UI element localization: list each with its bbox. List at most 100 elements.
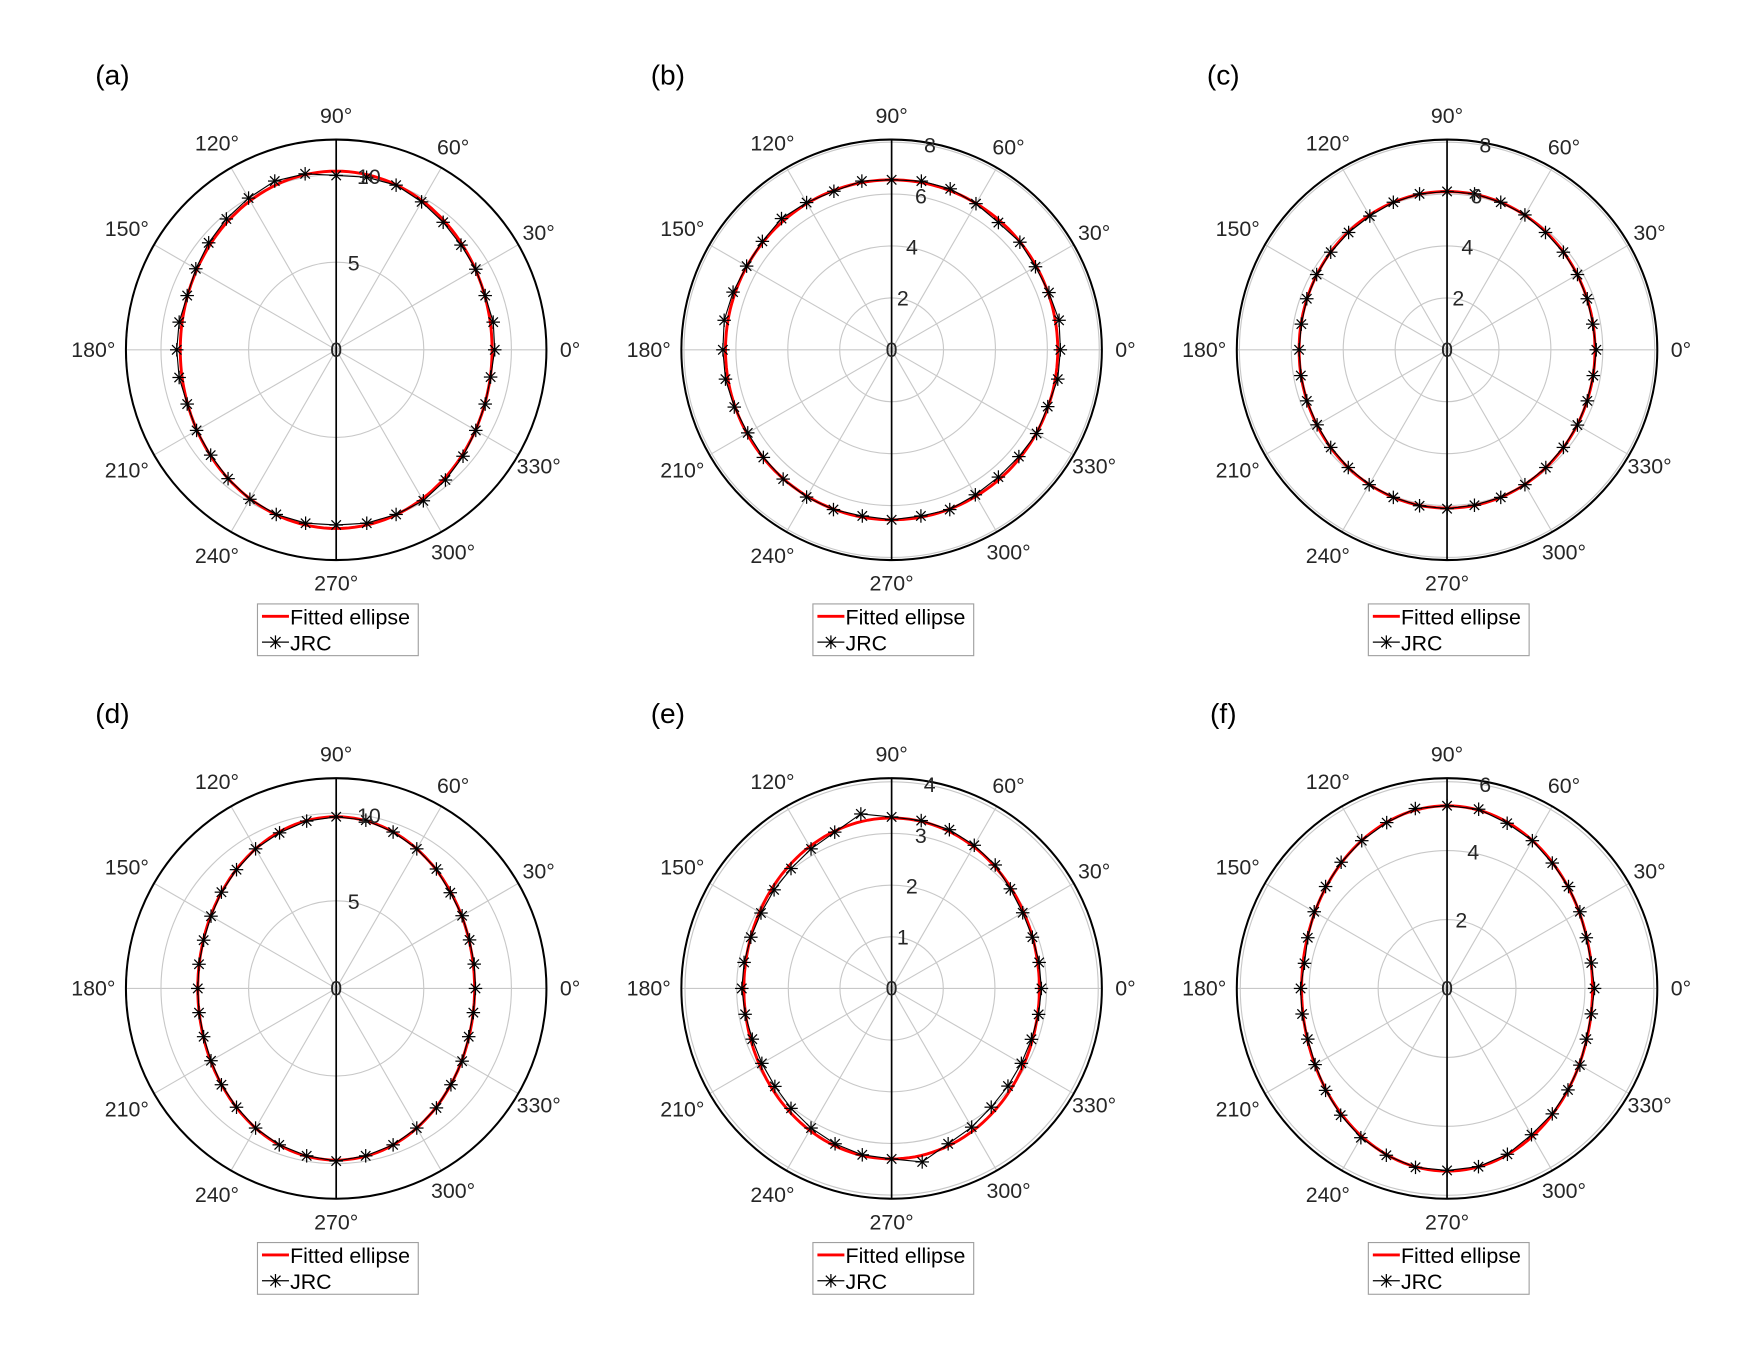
angle-tick-label: 0° bbox=[560, 976, 580, 1000]
jrc-point-marker bbox=[1494, 490, 1508, 505]
grid-spoke bbox=[891, 244, 1074, 351]
jrc-point-marker bbox=[429, 862, 444, 876]
jrc-point-marker bbox=[214, 885, 229, 899]
jrc-point-marker bbox=[1573, 905, 1587, 919]
angle-tick-label: 300° bbox=[1542, 1179, 1586, 1203]
angle-tick-label: 330° bbox=[517, 1093, 561, 1117]
angle-tick-label: 270° bbox=[1425, 1210, 1469, 1234]
jrc-point-marker bbox=[272, 826, 287, 840]
angle-tick-label: 120° bbox=[1306, 131, 1350, 155]
jrc-point-marker bbox=[1024, 1032, 1039, 1047]
jrc-point-marker bbox=[444, 1077, 458, 1092]
legend-fitted-label: Fitted ellipse bbox=[290, 605, 410, 629]
jrc-point-marker bbox=[203, 448, 218, 462]
jrc-point-marker bbox=[455, 908, 469, 923]
grid-spoke bbox=[1264, 882, 1448, 989]
jrc-point-marker bbox=[767, 883, 781, 897]
jrc-point-marker bbox=[1294, 368, 1308, 383]
jrc-point-marker bbox=[269, 507, 284, 522]
jrc-point-marker bbox=[268, 174, 282, 188]
jrc-point-marker bbox=[1379, 815, 1394, 830]
angle-tick-label: 60° bbox=[1548, 774, 1580, 798]
r-tick-label: 8 bbox=[924, 133, 936, 157]
grid-spoke bbox=[1446, 349, 1630, 456]
jrc-point-marker bbox=[201, 236, 216, 250]
jrc-point-marker bbox=[180, 397, 194, 411]
grid-spoke bbox=[891, 349, 1074, 456]
jrc-point-marker bbox=[466, 1005, 481, 1020]
jrc-point-marker bbox=[1471, 1159, 1486, 1174]
r-tick-label: 6 bbox=[1470, 184, 1482, 208]
angle-tick-label: 150° bbox=[105, 856, 149, 880]
jrc-point-marker bbox=[1053, 343, 1068, 357]
jrc-point-marker bbox=[478, 288, 492, 303]
angle-tick-label: 330° bbox=[1072, 1093, 1116, 1117]
angle-tick-label: 300° bbox=[431, 540, 475, 564]
jrc-point-marker bbox=[1014, 1056, 1029, 1071]
jrc-point-marker bbox=[1363, 209, 1377, 223]
r-tick-label: 4 bbox=[906, 236, 918, 260]
jrc-point-marker bbox=[738, 1007, 752, 1022]
jrc-point-marker bbox=[828, 1137, 842, 1151]
jrc-point-marker bbox=[784, 861, 798, 876]
r-tick-label: 4 bbox=[924, 773, 936, 797]
jrc-point-marker bbox=[410, 842, 424, 856]
jrc-point-marker bbox=[436, 215, 450, 230]
jrc-point-marker bbox=[1301, 1032, 1315, 1046]
legend-fitted-label: Fitted ellipse bbox=[846, 1244, 966, 1268]
jrc-point-marker bbox=[745, 1032, 760, 1046]
jrc-point-marker bbox=[827, 825, 842, 839]
jrc-point-marker bbox=[1301, 931, 1315, 945]
grid-spoke bbox=[786, 349, 893, 533]
jrc-point-marker bbox=[755, 234, 770, 249]
r-tick-label: 10 bbox=[357, 165, 381, 189]
jrc-point-marker bbox=[298, 516, 313, 530]
jrc-point-marker bbox=[416, 494, 431, 508]
grid-spoke bbox=[891, 882, 1074, 989]
legend-box bbox=[812, 603, 975, 657]
jrc-point-marker bbox=[884, 173, 899, 187]
angle-tick-label: 180° bbox=[71, 338, 115, 362]
jrc-point-marker bbox=[1341, 225, 1356, 240]
grid-spoke bbox=[1341, 349, 1448, 533]
angle-tick-label: 210° bbox=[660, 459, 704, 483]
jrc-point-marker bbox=[756, 450, 771, 465]
jrc-point-marker bbox=[1379, 1148, 1394, 1162]
jrc-point-marker bbox=[726, 285, 740, 299]
jrc-point-marker bbox=[744, 930, 758, 944]
jrc-point-marker bbox=[1580, 292, 1595, 306]
legend-jrc-swatch bbox=[817, 635, 845, 649]
jrc-point-marker bbox=[469, 262, 483, 276]
angle-tick-label: 60° bbox=[992, 135, 1024, 159]
r-tick-label: 0 bbox=[886, 976, 898, 1000]
jrc-point-marker bbox=[716, 343, 730, 357]
jrc-point-marker bbox=[988, 858, 1002, 872]
angle-tick-label: 240° bbox=[195, 1183, 239, 1207]
angle-tick-label: 210° bbox=[1216, 459, 1260, 483]
angle-tick-label: 60° bbox=[1548, 135, 1580, 159]
jrc-point-marker bbox=[189, 423, 204, 438]
grid-spoke bbox=[891, 987, 1074, 1095]
jrc-point-marker bbox=[784, 1101, 798, 1116]
jrc-point-marker bbox=[221, 471, 235, 486]
angle-tick-label: 0° bbox=[1671, 976, 1691, 1000]
jrc-point-marker bbox=[776, 472, 790, 486]
angle-tick-label: 120° bbox=[750, 770, 794, 794]
angle-tick-label: 0° bbox=[560, 338, 580, 362]
legend-jrc-swatch bbox=[1372, 635, 1400, 649]
r-tick-label: 0 bbox=[1441, 338, 1453, 362]
jrc-point-marker bbox=[768, 1079, 782, 1094]
jrc-point-marker bbox=[1001, 1079, 1015, 1093]
jrc-point-marker bbox=[968, 488, 983, 502]
jrc-point-marker bbox=[1031, 1007, 1046, 1022]
jrc-point-marker bbox=[991, 215, 1006, 230]
angle-tick-label: 120° bbox=[195, 131, 239, 155]
grid-spoke bbox=[153, 987, 337, 1095]
jrc-point-marker bbox=[299, 1149, 314, 1163]
jrc-point-marker bbox=[360, 516, 374, 530]
jrc-point-marker bbox=[1524, 1127, 1539, 1142]
panel-label: (f) bbox=[1210, 698, 1237, 729]
jrc-point-marker bbox=[1412, 499, 1427, 513]
